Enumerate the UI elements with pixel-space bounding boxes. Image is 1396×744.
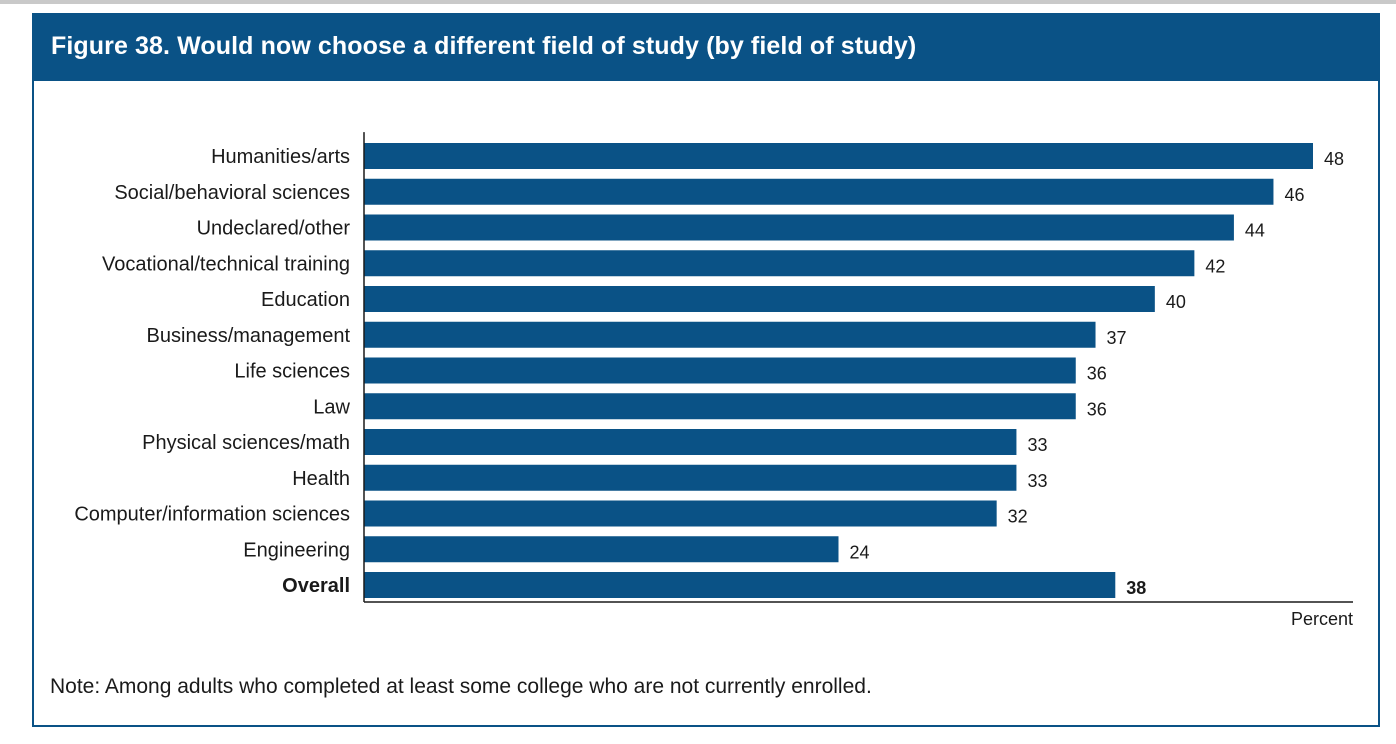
bar (364, 143, 1313, 169)
category-label: Humanities/arts (211, 146, 350, 168)
bar (364, 429, 1017, 455)
category-label: Business/management (147, 325, 351, 347)
figure-header: Figure 38. Would now choose a different … (34, 15, 1378, 81)
category-label: Physical sciences/math (142, 432, 350, 454)
value-label: 36 (1087, 399, 1107, 419)
value-label: 32 (1008, 507, 1028, 527)
value-label: 37 (1107, 328, 1127, 348)
value-label: 33 (1027, 471, 1047, 491)
category-label: Social/behavioral sciences (114, 182, 350, 204)
category-label: Law (313, 396, 350, 418)
figure-frame: Figure 38. Would now choose a different … (32, 13, 1380, 727)
x-axis-label: Percent (1291, 609, 1353, 629)
bar (364, 536, 839, 563)
category-label: Engineering (243, 539, 350, 561)
bars-layer: Humanities/arts 48 Social/behavioral scien… (74, 143, 1344, 598)
value-label: 44 (1245, 221, 1265, 241)
bar (364, 500, 997, 527)
bar (364, 286, 1155, 312)
value-label: 46 (1284, 185, 1304, 205)
value-label: 38 (1126, 578, 1146, 598)
category-label: Life sciences (234, 361, 350, 383)
bar (364, 357, 1076, 384)
value-label: 42 (1205, 256, 1225, 276)
value-label: 48 (1324, 149, 1344, 169)
value-label: 40 (1166, 292, 1186, 312)
bar (364, 464, 1017, 491)
category-label: Computer/information sciences (74, 504, 350, 526)
category-label: Education (261, 289, 350, 311)
bar (364, 572, 1116, 598)
category-label: Overall (282, 575, 350, 597)
category-label: Undeclared/other (197, 218, 351, 240)
value-label: 36 (1087, 364, 1107, 384)
bar (364, 250, 1195, 277)
bar (364, 321, 1096, 348)
bar (364, 393, 1076, 420)
figure-note: Note: Among adults who completed at leas… (50, 675, 872, 698)
figure-title: Figure 38. Would now choose a different … (51, 32, 917, 60)
top-rule (0, 0, 1396, 4)
bar (364, 214, 1234, 241)
value-label: 33 (1027, 435, 1047, 455)
category-label: Vocational/technical training (102, 253, 350, 275)
bar (364, 178, 1274, 205)
value-label: 24 (850, 542, 870, 562)
bar-chart: Humanities/arts 48 Social/behavioral scien… (74, 132, 1353, 629)
category-label: Health (292, 468, 350, 490)
